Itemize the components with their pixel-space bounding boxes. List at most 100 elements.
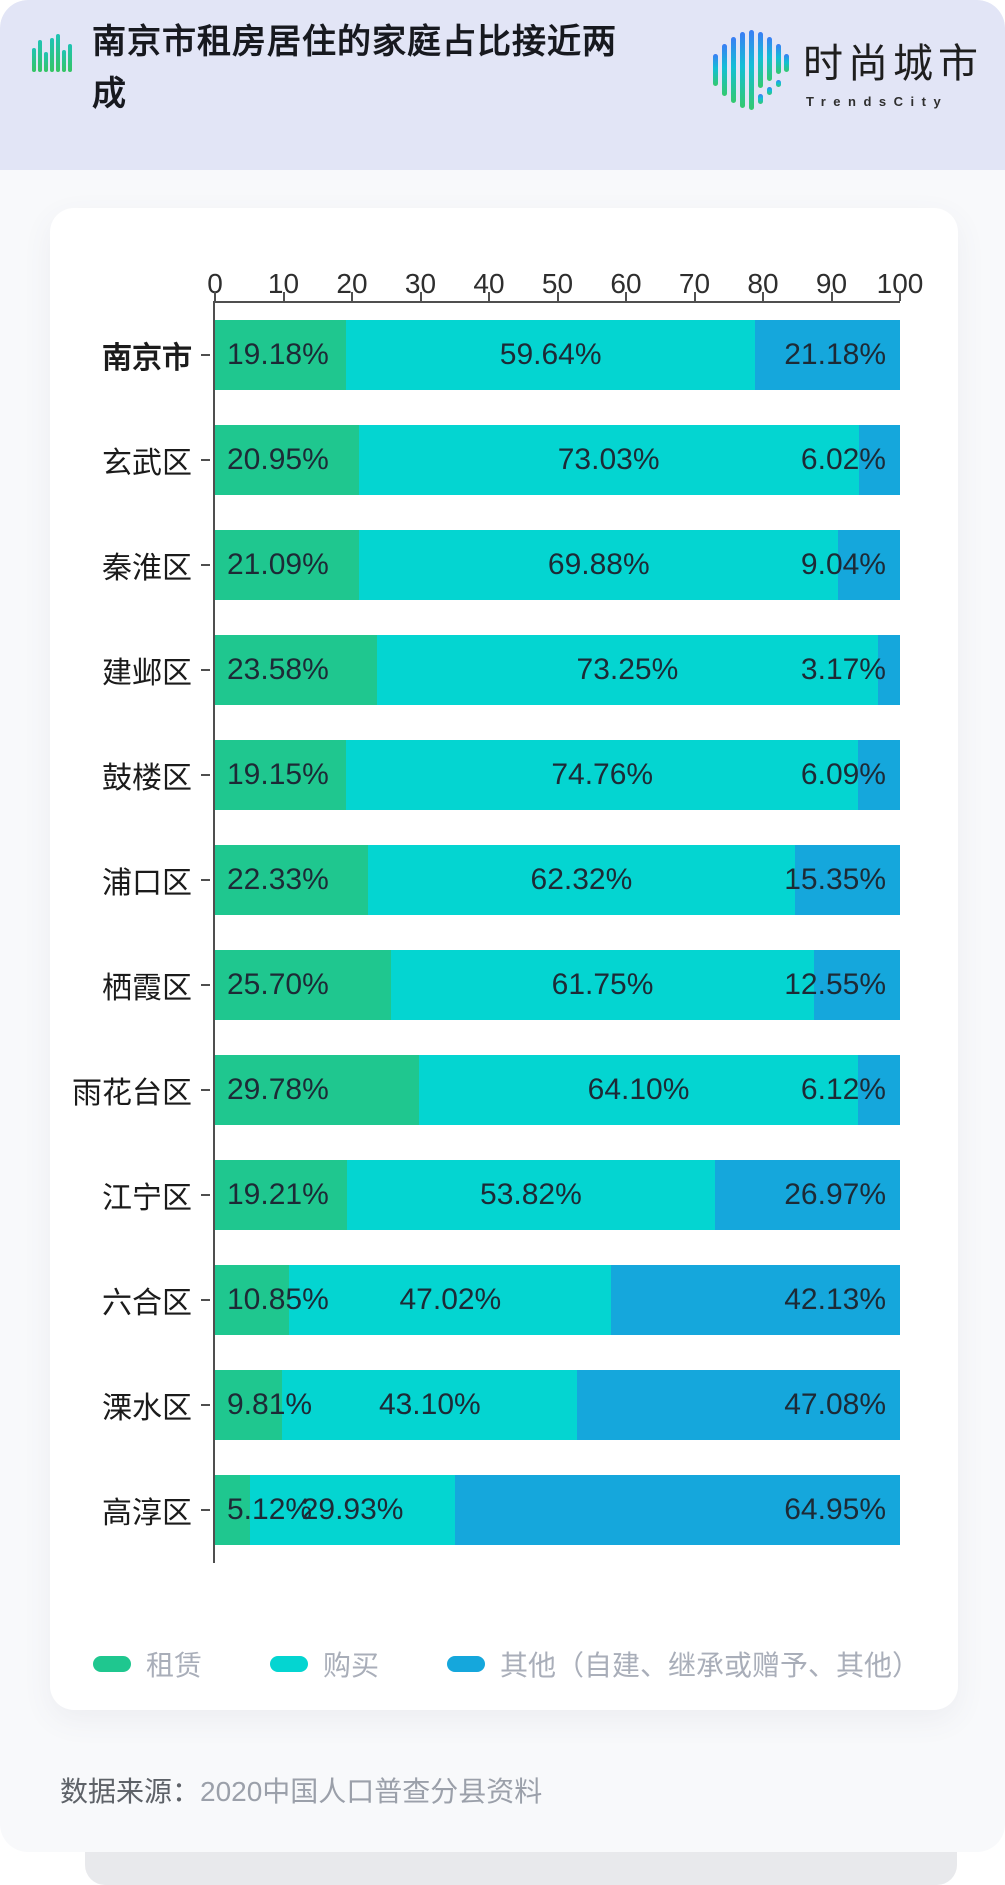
segment-rent[interactable] (215, 1475, 251, 1545)
segment-buy[interactable] (418, 1055, 859, 1125)
data-source-prefix: 数据来源： (60, 1776, 201, 1807)
segment-buy[interactable] (346, 740, 859, 810)
segment-other[interactable] (858, 425, 900, 495)
segment-rent[interactable] (215, 950, 392, 1020)
segment-rent[interactable] (215, 1160, 347, 1230)
value-label-other: 3.17% (800, 653, 886, 686)
stacked-bar[interactable]: 19.18% 59.64% 21.18% (215, 320, 900, 390)
value-label-other: 6.02% (800, 443, 886, 476)
segment-other[interactable] (715, 1160, 900, 1230)
segment-other[interactable] (858, 1055, 900, 1125)
legend-item[interactable]: 购买 (270, 1644, 379, 1684)
page-title: 南京市租房居住的家庭占比接近两成 (92, 23, 617, 113)
row-label: 溧水区 (50, 1370, 215, 1440)
stacked-bar[interactable]: 21.09% 69.88% 9.04% (215, 530, 900, 600)
value-label-rent: 5.12% (227, 1493, 313, 1526)
segment-rent[interactable] (215, 1055, 419, 1125)
stacked-bar[interactable]: 19.15% 74.76% 6.09% (215, 740, 900, 810)
x-axis: 0 10 20 30 40 50 60 70 80 90 100 (207, 208, 923, 320)
segment-rent[interactable] (215, 320, 347, 390)
chart-row: 溧水区 9.81% 43.10% 47.08% (50, 1370, 958, 1440)
x-tick-mark (214, 292, 216, 301)
segment-buy[interactable] (376, 635, 879, 705)
value-label-rent: 20.95% (227, 443, 329, 476)
chart-row: 南京市 19.18% 59.64% 21.18% (50, 320, 958, 390)
chart-card: 0 10 20 30 40 50 60 70 80 90 100 南京市 19.18% 59.64% 21… (50, 208, 958, 1710)
segment-rent[interactable] (215, 1370, 283, 1440)
y-tick-mark (201, 1404, 210, 1406)
value-label-rent: 10.85% (227, 1283, 329, 1316)
stacked-bar[interactable]: 29.78% 64.10% 6.12% (215, 1055, 900, 1125)
value-label-buy: 64.10% (587, 1073, 690, 1106)
segment-rent[interactable] (215, 740, 347, 810)
segment-rent[interactable] (215, 1265, 290, 1335)
chart-row: 高淳区 5.12% 29.93% 64.95% (50, 1475, 958, 1545)
segment-other[interactable] (794, 845, 900, 915)
x-tick-mark (625, 292, 627, 301)
value-label-other: 47.08% (784, 1388, 886, 1421)
stacked-bar[interactable]: 20.95% 73.03% 6.02% (215, 425, 900, 495)
segment-other[interactable] (455, 1475, 900, 1545)
segment-buy[interactable] (367, 845, 795, 915)
segment-rent[interactable] (215, 530, 360, 600)
stacked-bar[interactable]: 5.12% 29.93% 64.95% (215, 1475, 900, 1545)
segment-buy[interactable] (391, 950, 815, 1020)
segment-rent[interactable] (215, 635, 377, 705)
brand-logo: 时尚城市 TrendsCity (711, 28, 983, 112)
value-label-rent: 19.15% (227, 758, 329, 791)
chart-row: 秦淮区 21.09% 69.88% 9.04% (50, 530, 958, 600)
stacked-bar[interactable]: 9.81% 43.10% 47.08% (215, 1370, 900, 1440)
segment-other[interactable] (858, 740, 900, 810)
segment-other[interactable] (838, 530, 900, 600)
y-tick-mark (201, 564, 210, 566)
segment-other[interactable] (577, 1370, 900, 1440)
legend-item[interactable]: 租赁 (93, 1644, 202, 1684)
header: 南京市租房居住的家庭占比接近两成 (0, 0, 1005, 170)
row-label-text: 栖霞区 (102, 972, 192, 1005)
x-tick-mark (282, 292, 285, 301)
segment-buy[interactable] (358, 425, 859, 495)
segment-other[interactable] (611, 1265, 900, 1335)
value-label-buy: 74.76% (551, 758, 654, 791)
value-label-rent: 22.33% (227, 863, 329, 896)
segment-other[interactable] (754, 320, 900, 390)
segment-buy[interactable] (346, 320, 755, 390)
segment-buy[interactable] (289, 1265, 612, 1335)
y-tick-mark (201, 984, 210, 986)
value-label-other: 6.12% (800, 1073, 886, 1106)
chart-row: 栖霞区 25.70% 61.75% 12.55% (50, 950, 958, 1020)
segment-buy[interactable] (250, 1475, 456, 1545)
segment-buy[interactable] (359, 530, 839, 600)
value-label-rent: 25.70% (227, 968, 329, 1001)
row-label-text: 高淳区 (102, 1497, 192, 1530)
segment-rent[interactable] (215, 425, 359, 495)
stacked-bar[interactable]: 22.33% 62.32% 15.35% (215, 845, 900, 915)
segment-buy[interactable] (346, 1160, 716, 1230)
x-tick-mark (419, 292, 422, 301)
value-label-buy: 73.25% (576, 653, 679, 686)
x-tick-label: 0 (207, 268, 223, 299)
stacked-bar[interactable]: 10.85% 47.02% 42.13% (215, 1265, 900, 1335)
row-label: 鼓楼区 (50, 740, 215, 810)
row-label: 高淳区 (50, 1475, 215, 1545)
legend-item[interactable]: 其他（自建、继承或赠予、其他） (447, 1644, 920, 1684)
value-label-rent: 19.21% (227, 1178, 329, 1211)
segment-other[interactable] (814, 950, 900, 1020)
stacked-bar-chart: 0 10 20 30 40 50 60 70 80 90 100 南京市 19.18% 59.64% 21… (50, 208, 958, 1710)
chart-row: 鼓楼区 19.15% 74.76% 6.09% (50, 740, 958, 810)
value-label-other: 6.09% (800, 758, 886, 791)
legend-label: 租赁 (146, 1650, 203, 1681)
row-label: 玄武区 (50, 425, 215, 495)
row-label: 雨花台区 (50, 1055, 215, 1125)
segment-buy[interactable] (282, 1370, 578, 1440)
stacked-bar[interactable]: 19.21% 53.82% 26.97% (215, 1160, 900, 1230)
segment-rent[interactable] (215, 845, 368, 915)
value-label-other: 15.35% (784, 863, 886, 896)
stacked-bar[interactable]: 25.70% 61.75% 12.55% (215, 950, 900, 1020)
stacked-bar[interactable]: 23.58% 73.25% 3.17% (215, 635, 900, 705)
row-label-text: 溧水区 (102, 1392, 192, 1425)
value-label-buy: 62.32% (530, 863, 633, 896)
value-label-rent: 9.81% (227, 1388, 313, 1421)
segment-other[interactable] (878, 635, 900, 705)
x-tick-mark (830, 292, 833, 301)
